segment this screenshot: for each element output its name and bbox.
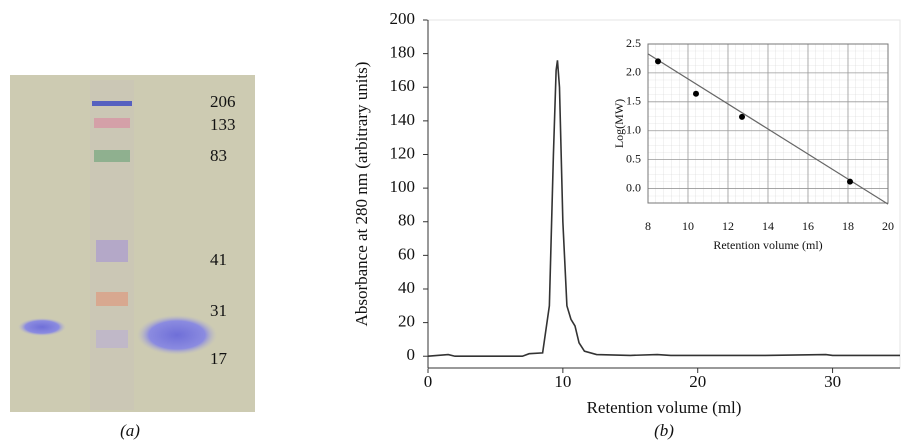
plot-frame (647, 43, 889, 204)
y-tick-label: 2.5 (626, 36, 641, 50)
y-tick-label: 20 (398, 312, 415, 331)
x-tick-label: 20 (689, 372, 706, 391)
y-tick-label: 0.5 (626, 151, 641, 165)
x-tick-label: 20 (882, 219, 894, 233)
data-point (655, 58, 661, 65)
x-tick-label: 16 (802, 219, 814, 233)
y-tick-label: 1.5 (626, 94, 641, 108)
y-tick-label: 0.0 (626, 180, 641, 194)
data-point (693, 90, 699, 97)
y-tick-label: 120 (390, 143, 416, 162)
x-axis-label: Retention volume (ml) (587, 398, 742, 417)
y-tick-label: 0 (407, 345, 416, 364)
y-tick-label: 100 (390, 177, 416, 196)
y-tick-label: 1.0 (626, 122, 641, 136)
sample-band (18, 318, 66, 336)
marker-label: 206 (210, 92, 236, 111)
y-axis-label: Absorbance at 280 nm (arbitrary units) (352, 62, 371, 327)
fit-line (647, 53, 889, 205)
data-point (739, 113, 745, 120)
caption: (b) (654, 421, 674, 440)
ladder-band (96, 240, 128, 262)
y-tick-label: 160 (390, 76, 416, 95)
marker-label: 41 (210, 250, 227, 269)
x-tick-label: 18 (842, 219, 854, 233)
marker-label: 31 (210, 301, 227, 320)
caption: (a) (120, 421, 140, 440)
x-tick-label: 0 (424, 372, 433, 391)
ladder-band (96, 330, 128, 348)
x-tick-label: 30 (824, 372, 841, 391)
x-tick-label: 12 (722, 219, 734, 233)
data-point (847, 178, 853, 185)
y-tick-label: 180 (390, 43, 416, 62)
y-tick-label: 80 (398, 211, 415, 230)
y-tick-label: 60 (398, 244, 415, 263)
marker-label: 133 (210, 115, 236, 134)
y-tick-label: 40 (398, 278, 415, 297)
x-tick-label: 8 (645, 219, 651, 233)
y-tick-label: 2.0 (626, 65, 641, 79)
x-tick-label: 14 (762, 219, 774, 233)
x-axis-label: Retention volume (ml) (713, 238, 822, 252)
y-tick-label: 200 (390, 9, 416, 28)
y-axis-label: Log(MW) (612, 99, 626, 148)
ladder-band (94, 150, 130, 162)
sample-band (137, 315, 217, 355)
marker-label: 17 (210, 349, 228, 368)
ladder-band (96, 292, 128, 306)
marker-label: 83 (210, 146, 227, 165)
ladder-band (92, 101, 132, 106)
gel-image (10, 75, 255, 412)
y-tick-label: 140 (390, 110, 416, 129)
x-tick-label: 10 (682, 219, 694, 233)
ladder-band (94, 118, 130, 128)
x-tick-label: 10 (554, 372, 571, 391)
chromatogram-line (427, 60, 900, 358)
